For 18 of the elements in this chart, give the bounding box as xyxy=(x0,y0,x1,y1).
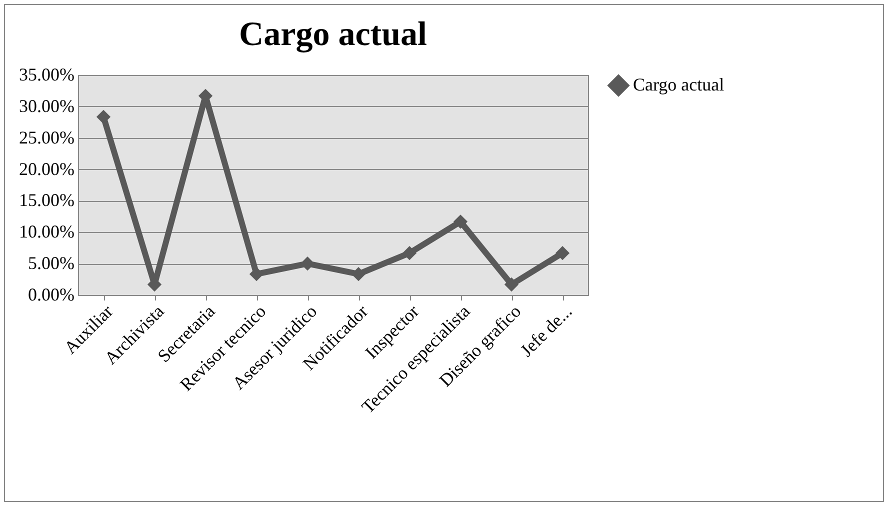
point xyxy=(555,246,570,260)
y-tick-label: 35.00% xyxy=(19,64,74,84)
point xyxy=(96,110,111,124)
y-tick-label: 0.00% xyxy=(28,284,74,304)
point xyxy=(453,214,468,229)
chart-title: Cargo actual xyxy=(239,16,427,53)
y-tick-label: 10.00% xyxy=(19,222,74,242)
point xyxy=(504,277,519,292)
point xyxy=(249,267,264,282)
y-tick-label: 30.00% xyxy=(19,96,74,116)
y-tick-label: 25.00% xyxy=(19,127,74,148)
y-tick-label: 15.00% xyxy=(19,190,74,210)
point xyxy=(351,267,366,282)
legend-label: Cargo actual xyxy=(633,74,724,94)
point xyxy=(402,246,417,260)
y-tick-label: 20.00% xyxy=(19,158,74,179)
y-tick-label: 5.00% xyxy=(28,253,74,274)
point xyxy=(300,256,315,271)
